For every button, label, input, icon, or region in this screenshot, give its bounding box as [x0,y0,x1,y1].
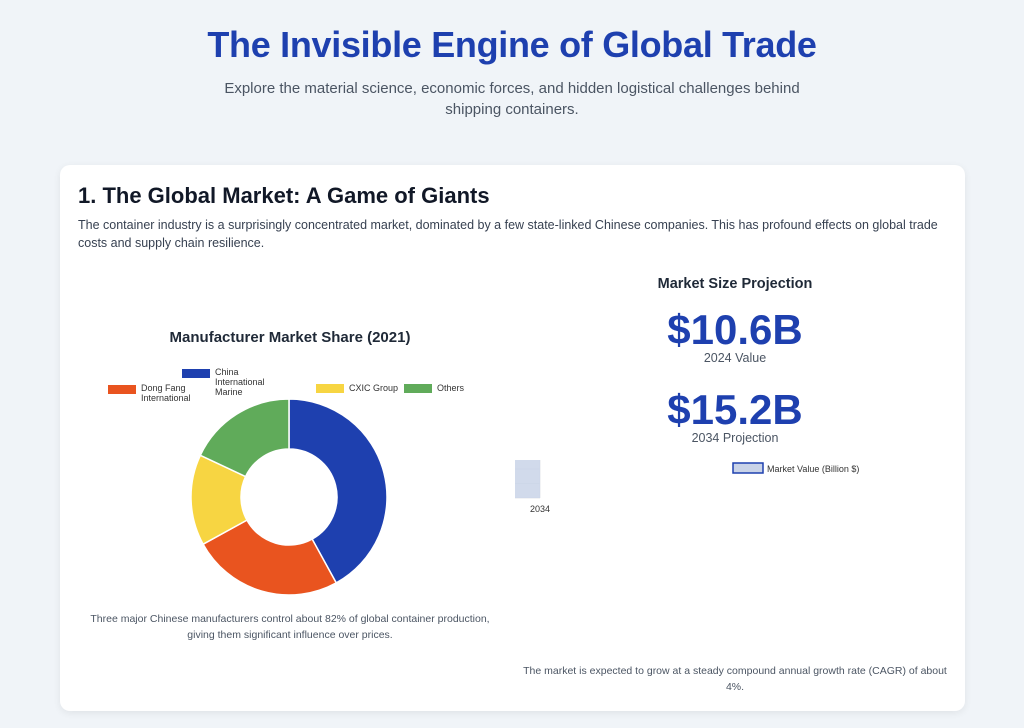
series-area-fill [515,460,540,498]
donut-chart [190,398,388,596]
market-line-chart: Market Value (Billion $)10,511,011,512,0… [515,460,859,514]
donut-caption: Three major Chinese manufacturers contro… [90,613,490,641]
donut-slice-others[interactable] [199,398,290,478]
legend-label-others: Others [437,383,465,393]
legend-label-cxic: CXIC Group [349,383,399,393]
section-intro: The container industry is a surprisingly… [78,218,938,250]
legend-swatch-cxic [316,384,344,393]
donut-slice-dong-fang[interactable] [202,519,338,596]
legend-swatch-dong-fang [108,385,136,394]
label-2034: 2034 Projection [691,431,779,445]
line-legend-label: Market Value (Billion $) [767,464,859,474]
section-title: 1. The Global Market: A Game of Giants [78,183,490,208]
page-subtitle: Explore the material science, economic f… [224,80,800,118]
line-legend-swatch[interactable] [732,462,764,474]
x-tick-label: 2034 [530,504,550,514]
line-chart-caption: The market is expected to grow at a stea… [523,665,947,693]
donut-chart-title: Manufacturer Market Share (2021) [169,329,411,346]
value-2024: $10.6B [667,306,803,353]
legend-label-dong-fang: Dong Fang International [141,383,191,401]
page-title: The Invisible Engine of Global Trade [207,24,817,65]
hero-header: The Invisible Engine of Global Trade Exp… [0,0,1024,120]
donut-slice-cimc[interactable] [288,398,388,584]
legend-item-cimc[interactable]: China International Marine Containers [182,367,282,397]
legend-label-cimc: China International Marine Containers [215,367,265,397]
projection-title: Market Size Projection [657,276,813,292]
legend-item-cxic[interactable]: CXIC Group [316,383,406,395]
market-section-card: 1. The Global Market: A Game of Giants T… [60,165,965,711]
legend-swatch-cimc [182,369,210,378]
legend-item-others[interactable]: Others [404,383,474,395]
legend-swatch-others [404,384,432,393]
label-2024: 2024 Value [703,351,767,365]
legend-item-dong-fang[interactable]: Dong Fang International [108,383,218,401]
value-2034: $15.2B [667,386,803,433]
